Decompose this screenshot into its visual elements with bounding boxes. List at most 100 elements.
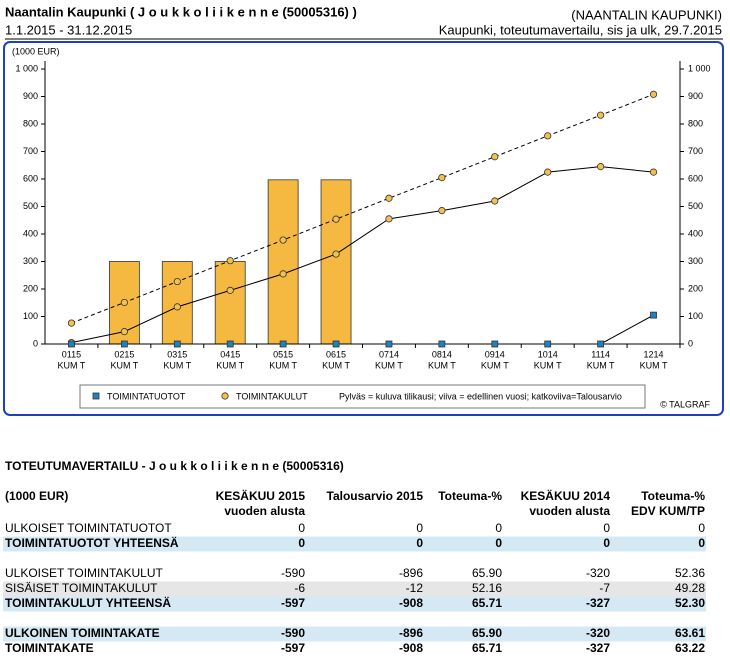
- point-marker: [597, 163, 605, 171]
- column-header: KESÄKUU 2014: [521, 488, 611, 503]
- point-marker: [279, 236, 287, 244]
- credit: © TALGRAF: [660, 399, 710, 409]
- table-cell: -908: [399, 641, 423, 655]
- y2-tick-label: 200: [688, 283, 703, 293]
- table-cell: 0: [416, 521, 423, 535]
- table-cell: 0: [495, 521, 502, 535]
- report-period: 1.1.2015 - 31.12.2015: [5, 22, 132, 37]
- x-tick-sublabel: KUM T: [428, 360, 456, 370]
- point-marker: [544, 132, 552, 140]
- y2-tick-label: 400: [688, 228, 703, 238]
- row-label: ULKOISET TOIMINTAKULUT: [5, 566, 163, 580]
- row-label: TOIMINTAKATE: [5, 641, 94, 655]
- y-tick-label: 400: [23, 228, 38, 238]
- table-cell: 0: [603, 536, 610, 550]
- point-marker: [385, 340, 393, 348]
- table-cell: 52.36: [675, 566, 705, 580]
- point-marker: [544, 340, 552, 348]
- table-cell: -320: [586, 566, 610, 580]
- x-tick-label: 0814: [432, 349, 452, 359]
- point-marker: [332, 215, 340, 223]
- column-header: EDV KUM/TP: [631, 504, 705, 518]
- point-marker: [226, 286, 234, 294]
- point-marker: [120, 298, 128, 307]
- x-tick-sublabel: KUM T: [481, 360, 509, 370]
- legend-label: TOIMINTAKULUT: [236, 391, 308, 401]
- table-cell: -896: [399, 626, 423, 640]
- y2-tick-label: 800: [688, 118, 703, 128]
- table-cell: 65.90: [472, 566, 502, 580]
- table-cell: 65.90: [472, 626, 502, 640]
- chart-frame: [3, 41, 724, 416]
- y-tick-label: 900: [23, 91, 38, 101]
- table-cell: 0: [603, 521, 610, 535]
- legend-marker: [92, 392, 100, 400]
- y2-tick-label: 900: [688, 91, 703, 101]
- x-tick-label: 0315: [167, 349, 187, 359]
- row-label: TOIMINTATUOTOT YHTEENSÄ: [5, 535, 179, 550]
- report-title: Naantalin Kaupunki ( J o u k k o l i i k…: [5, 4, 357, 19]
- y2-tick-label: 1 000: [688, 63, 711, 73]
- point-marker: [649, 168, 658, 176]
- point-marker: [226, 340, 234, 348]
- point-marker: [173, 340, 181, 348]
- y2-tick-label: 700: [688, 146, 703, 156]
- legend-label: TOIMINTATUOTOT: [107, 391, 186, 401]
- table-cell: -896: [399, 566, 423, 580]
- x-tick-sublabel: KUM T: [163, 360, 191, 370]
- column-header: Talousarvio 2015: [327, 489, 424, 503]
- x-tick-label: 0115: [62, 349, 81, 359]
- x-tick-sublabel: KUM T: [269, 360, 297, 370]
- y-tick-label: 700: [23, 146, 38, 156]
- table-cell: -320: [586, 626, 610, 640]
- x-tick-label: 0515: [273, 349, 293, 359]
- table-cell: 0: [698, 521, 705, 535]
- row-label: ULKOISET TOIMINTATUOTOT: [5, 521, 172, 535]
- x-tick-label: 0415: [220, 349, 240, 359]
- row-background: [3, 596, 706, 612]
- point-marker: [649, 90, 658, 98]
- y2-tick-label: 500: [688, 201, 703, 211]
- point-marker: [67, 319, 76, 327]
- table-cell: 0: [495, 536, 502, 550]
- legend-note: Pylväs = kuluva tilikausi; viiva = edell…: [339, 391, 622, 401]
- column-header: Toteuma-%: [438, 489, 502, 503]
- y-axis-label: (1000 EUR): [12, 46, 60, 56]
- column-header: vuoden alusta: [224, 504, 305, 518]
- y-tick-label: 600: [23, 173, 38, 183]
- table-cell: -590: [281, 626, 305, 640]
- y-tick-label: 1 000: [15, 63, 38, 73]
- y-tick-label: 500: [23, 201, 38, 211]
- table-cell: 0: [298, 521, 305, 535]
- x-tick-label: 0914: [485, 349, 505, 359]
- x-tick-label: 0714: [379, 349, 399, 359]
- row-background: [3, 581, 706, 597]
- x-tick-label: 1114: [591, 349, 610, 359]
- point-marker: [491, 340, 499, 348]
- table-cell: -597: [281, 641, 305, 655]
- point-marker: [438, 207, 446, 215]
- column-header: vuoden alusta: [529, 504, 610, 518]
- y2-tick-label: 300: [688, 256, 703, 266]
- x-tick-sublabel: KUM T: [322, 360, 350, 370]
- table-cell: -6: [294, 581, 305, 595]
- table-cell: 63.22: [675, 641, 705, 655]
- y2-tick-label: 100: [688, 311, 703, 321]
- report-name: Kaupunki, toteutumavertailu, sis ja ulk,…: [439, 22, 722, 37]
- point-marker: [438, 340, 446, 348]
- previous-year-line: [71, 314, 654, 345]
- table-cell: 52.16: [472, 581, 502, 595]
- x-tick-sublabel: KUM T: [58, 360, 86, 370]
- row-label: ULKOINEN TOIMINTAKATE: [5, 626, 160, 640]
- table-cell: -597: [281, 596, 305, 610]
- table-cell: -327: [586, 596, 610, 610]
- point-marker: [279, 340, 287, 348]
- row-background: [3, 536, 706, 552]
- legend-marker: [221, 392, 229, 400]
- point-marker: [385, 215, 393, 223]
- x-tick-label: 0615: [326, 349, 346, 359]
- point-marker: [491, 153, 499, 161]
- point-marker: [650, 311, 657, 319]
- point-marker: [385, 194, 393, 202]
